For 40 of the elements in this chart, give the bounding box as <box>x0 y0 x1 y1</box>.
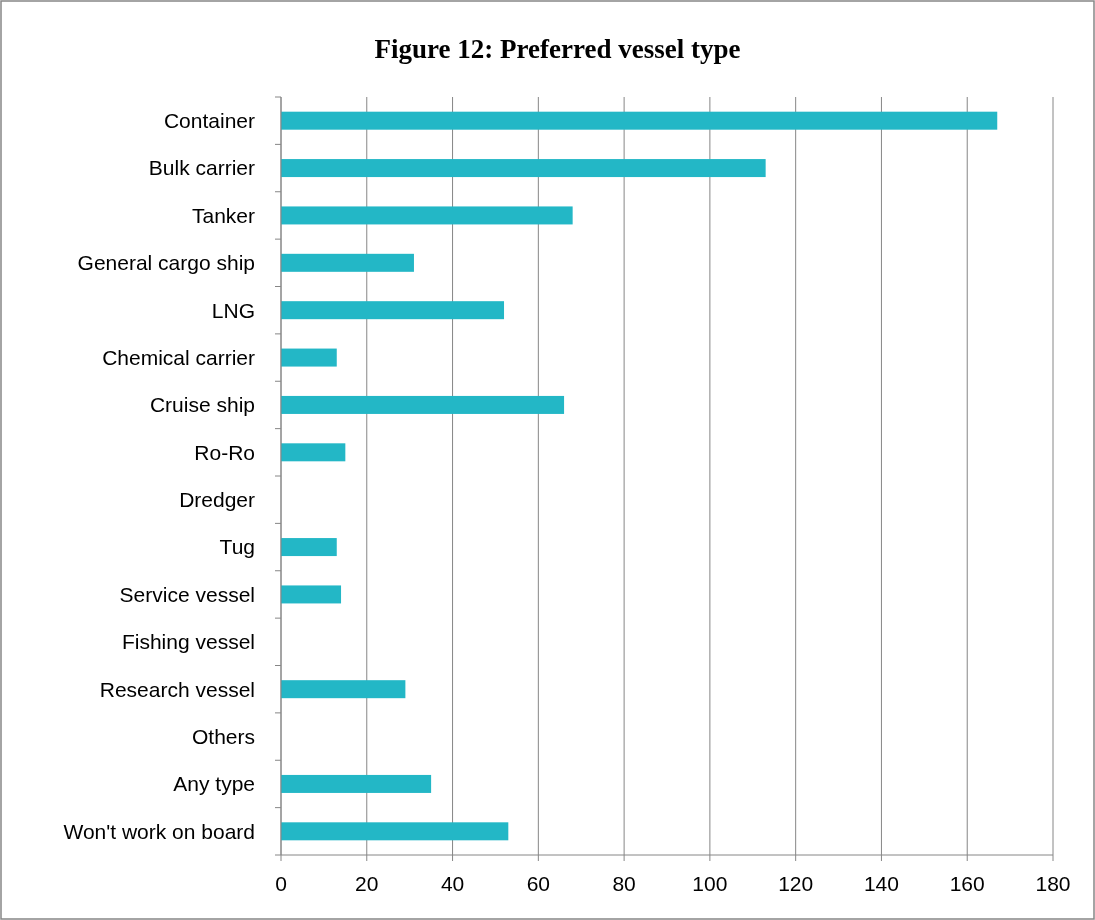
bar <box>281 253 414 272</box>
x-tick-label: 180 <box>1035 872 1071 895</box>
y-tick-label: Ro-Ro <box>194 440 255 464</box>
bar <box>281 111 998 130</box>
y-tick-label: LNG <box>211 298 255 322</box>
bar <box>281 443 346 462</box>
bar <box>281 206 573 225</box>
y-tick-label: Tanker <box>191 203 256 227</box>
x-tick-label: 120 <box>778 872 814 895</box>
bar <box>281 822 509 841</box>
bar <box>281 538 337 557</box>
x-tick-label: 20 <box>355 872 379 895</box>
y-tick-label: General cargo ship <box>77 251 255 275</box>
y-tick-label: Bulk carrier <box>148 156 255 180</box>
bar <box>281 159 766 178</box>
bar <box>281 395 565 414</box>
x-tick-label: 40 <box>440 872 465 895</box>
y-tick-label: Dredger <box>179 488 255 512</box>
y-tick-label: Any type <box>173 772 255 796</box>
bar <box>281 774 432 793</box>
x-tick-label: 80 <box>612 872 636 895</box>
y-tick-label: Others <box>191 724 255 748</box>
x-tick-label: 0 <box>275 872 287 895</box>
y-tick-label: Chemical carrier <box>102 345 255 369</box>
bar <box>281 348 337 367</box>
chart-title: Figure 12: Preferred vessel type <box>374 34 741 64</box>
x-tick-label: 60 <box>526 872 551 895</box>
y-tick-label: Service vessel <box>119 582 255 606</box>
bar <box>281 301 505 320</box>
y-tick-label: Cruise ship <box>149 393 255 417</box>
y-tick-label: Container <box>163 109 255 133</box>
y-tick-label: Won't work on board <box>63 819 255 843</box>
y-tick-label: Fishing vessel <box>121 630 255 654</box>
bar <box>281 585 342 604</box>
x-tick-label: 160 <box>949 872 985 895</box>
y-tick-label: Research vessel <box>99 677 255 701</box>
y-tick-label: Tug <box>219 535 255 559</box>
bar <box>281 680 406 699</box>
x-tick-label: 140 <box>863 872 899 895</box>
x-tick-label: 100 <box>692 872 728 895</box>
